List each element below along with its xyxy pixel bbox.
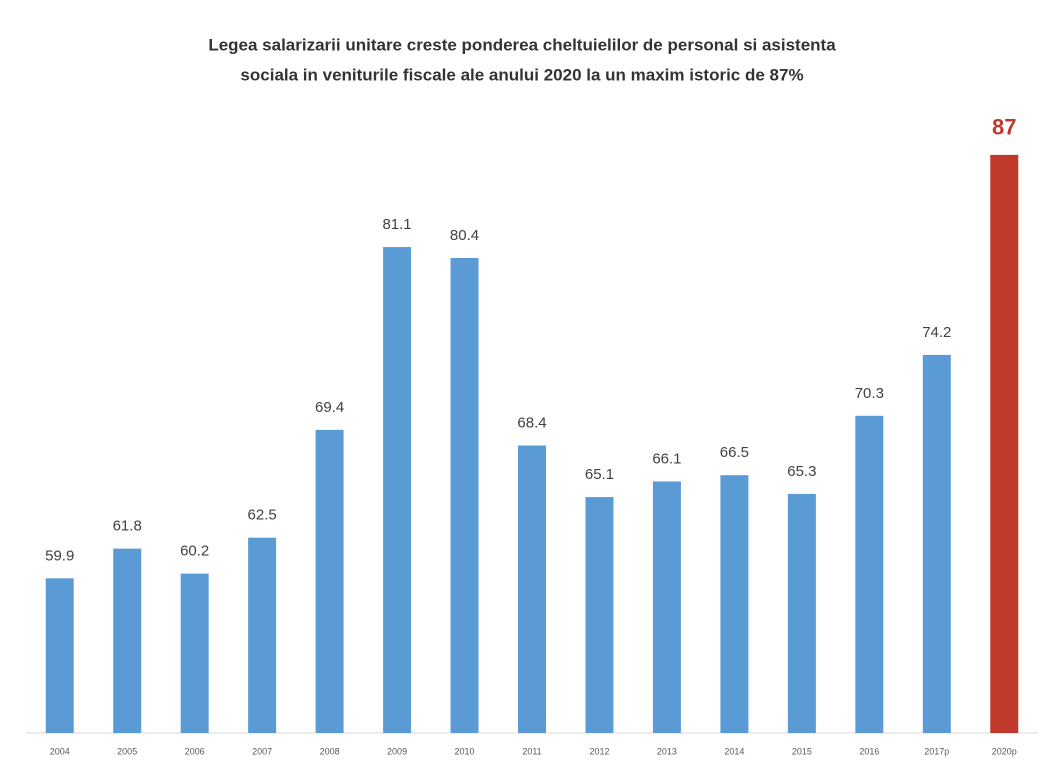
data-label: 65.3 [787, 463, 816, 480]
bar [315, 429, 344, 733]
bar [720, 475, 749, 733]
x-tick-label: 2006 [185, 746, 205, 756]
x-tick-label: 2008 [320, 746, 340, 756]
x-tick-label: 2010 [455, 746, 475, 756]
bar [787, 493, 816, 733]
bar [180, 573, 209, 733]
bar [652, 481, 681, 733]
data-label: 70.3 [855, 385, 884, 402]
bar [585, 497, 614, 733]
x-tick-label: 2009 [387, 746, 407, 756]
bar [855, 415, 884, 733]
bar [518, 445, 546, 733]
x-tick-label: 2005 [117, 746, 137, 756]
x-tick-label: 2011 [522, 746, 541, 756]
bar [450, 258, 479, 733]
chart-title: sociala in veniturile fiscale ale anului… [240, 65, 803, 84]
bar [922, 354, 951, 733]
x-tick-label: 2017p [924, 746, 949, 756]
x-tick-label: 2007 [252, 746, 272, 756]
bar [113, 548, 142, 733]
data-label: 74.2 [922, 324, 951, 341]
x-tick-label: 2020p [992, 746, 1017, 756]
data-label: 60.2 [180, 543, 209, 560]
data-label: 81.1 [382, 216, 411, 233]
x-tick-label: 2013 [657, 746, 677, 756]
x-tick-label: 2012 [589, 746, 609, 756]
x-tick-label: 2014 [724, 746, 744, 756]
bar [45, 578, 74, 733]
data-label: 68.4 [517, 414, 546, 431]
data-label: 66.5 [720, 444, 749, 461]
data-label: 80.4 [450, 227, 479, 244]
data-label: 65.1 [585, 466, 614, 483]
bar [248, 537, 277, 733]
x-tick-label: 2004 [50, 746, 70, 756]
x-tick-label: 2015 [792, 746, 812, 756]
data-label: 87 [992, 115, 1016, 140]
bar [990, 154, 1019, 733]
data-label: 62.5 [248, 507, 277, 524]
x-tick-label: 2016 [859, 746, 879, 756]
data-label: 69.4 [315, 399, 344, 416]
data-label: 61.8 [113, 518, 142, 535]
chart-title: Legea salarizarii unitare creste pondere… [208, 35, 836, 54]
data-label: 59.9 [45, 547, 74, 564]
data-label: 66.1 [652, 450, 681, 467]
bar [383, 247, 412, 733]
